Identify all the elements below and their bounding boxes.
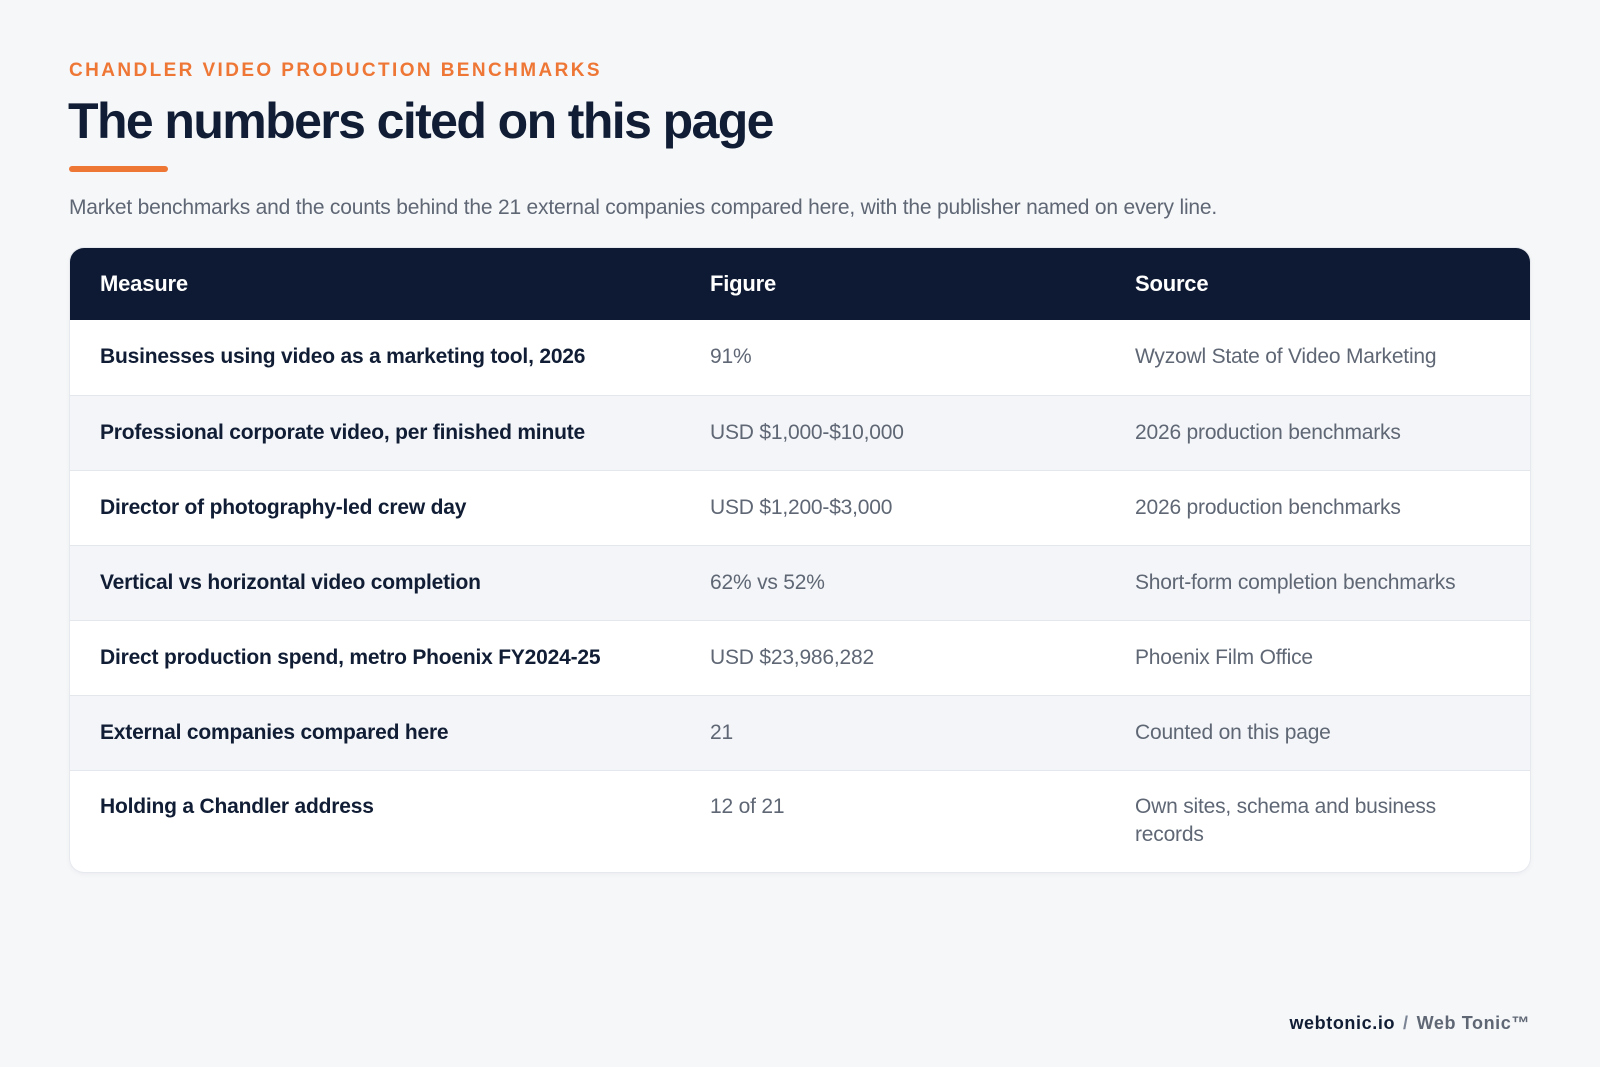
table-row: Professional corporate video, per finish… xyxy=(70,395,1530,470)
table-row: Director of photography-led crew day USD… xyxy=(70,470,1530,545)
figure-cell: 91% xyxy=(710,345,752,369)
table-row: Direct production spend, metro Phoenix F… xyxy=(70,620,1530,695)
column-header-measure: Measure xyxy=(100,271,188,296)
table-row: Vertical vs horizontal video completion … xyxy=(70,545,1530,620)
eyebrow-label: CHANDLER VIDEO PRODUCTION BENCHMARKS xyxy=(69,60,602,81)
table-row: Holding a Chandler address 12 of 21 Own … xyxy=(70,770,1530,872)
figure-cell: 62% vs 52% xyxy=(710,570,825,594)
page-title: The numbers cited on this page xyxy=(68,93,774,149)
footer-brand: webtonic.io / Web Tonic™ xyxy=(1289,1013,1530,1034)
figure-cell: 12 of 21 xyxy=(710,794,785,818)
benchmarks-table: Measure Figure Source Businesses using v… xyxy=(70,248,1530,872)
source-cell: Phoenix Film Office xyxy=(1135,645,1313,669)
measure-cell: External companies compared here xyxy=(100,720,449,744)
measure-cell: Holding a Chandler address xyxy=(100,794,374,818)
measure-cell: Vertical vs horizontal video completion xyxy=(100,570,481,594)
footer-separator: / xyxy=(1403,1013,1409,1033)
figure-cell: USD $1,000-$10,000 xyxy=(710,420,904,444)
figure-cell: USD $23,986,282 xyxy=(710,645,874,669)
measure-cell: Professional corporate video, per finish… xyxy=(100,420,585,444)
source-cell: Wyzowl State of Video Marketing xyxy=(1135,345,1437,369)
source-cell: Short-form completion benchmarks xyxy=(1135,570,1456,594)
measure-cell: Businesses using video as a marketing to… xyxy=(100,345,586,369)
figure-cell: USD $1,200-$3,000 xyxy=(710,495,893,519)
footer-brand-name: Web Tonic™ xyxy=(1416,1013,1530,1033)
measure-cell: Director of photography-led crew day xyxy=(100,495,467,519)
footer-domain: webtonic.io xyxy=(1289,1013,1396,1033)
page-subtitle: Market benchmarks and the counts behind … xyxy=(69,196,1218,219)
column-header-figure: Figure xyxy=(710,271,777,296)
source-cell: Own sites, schema and business records xyxy=(1135,794,1436,846)
benchmarks-table-card: Measure Figure Source Businesses using v… xyxy=(70,248,1530,872)
table-row: Businesses using video as a marketing to… xyxy=(70,320,1530,395)
column-header-source: Source xyxy=(1135,271,1209,296)
source-cell: 2026 production benchmarks xyxy=(1135,420,1401,444)
table-row: External companies compared here 21 Coun… xyxy=(70,695,1530,770)
table-body: Businesses using video as a marketing to… xyxy=(70,320,1530,872)
table-header-row: Measure Figure Source xyxy=(70,248,1530,320)
source-cell: 2026 production benchmarks xyxy=(1135,495,1401,519)
measure-cell: Direct production spend, metro Phoenix F… xyxy=(100,645,601,669)
table-header: Measure Figure Source xyxy=(70,248,1530,320)
figure-cell: 21 xyxy=(710,720,733,744)
source-cell: Counted on this page xyxy=(1135,720,1331,744)
title-accent-bar xyxy=(69,166,168,172)
